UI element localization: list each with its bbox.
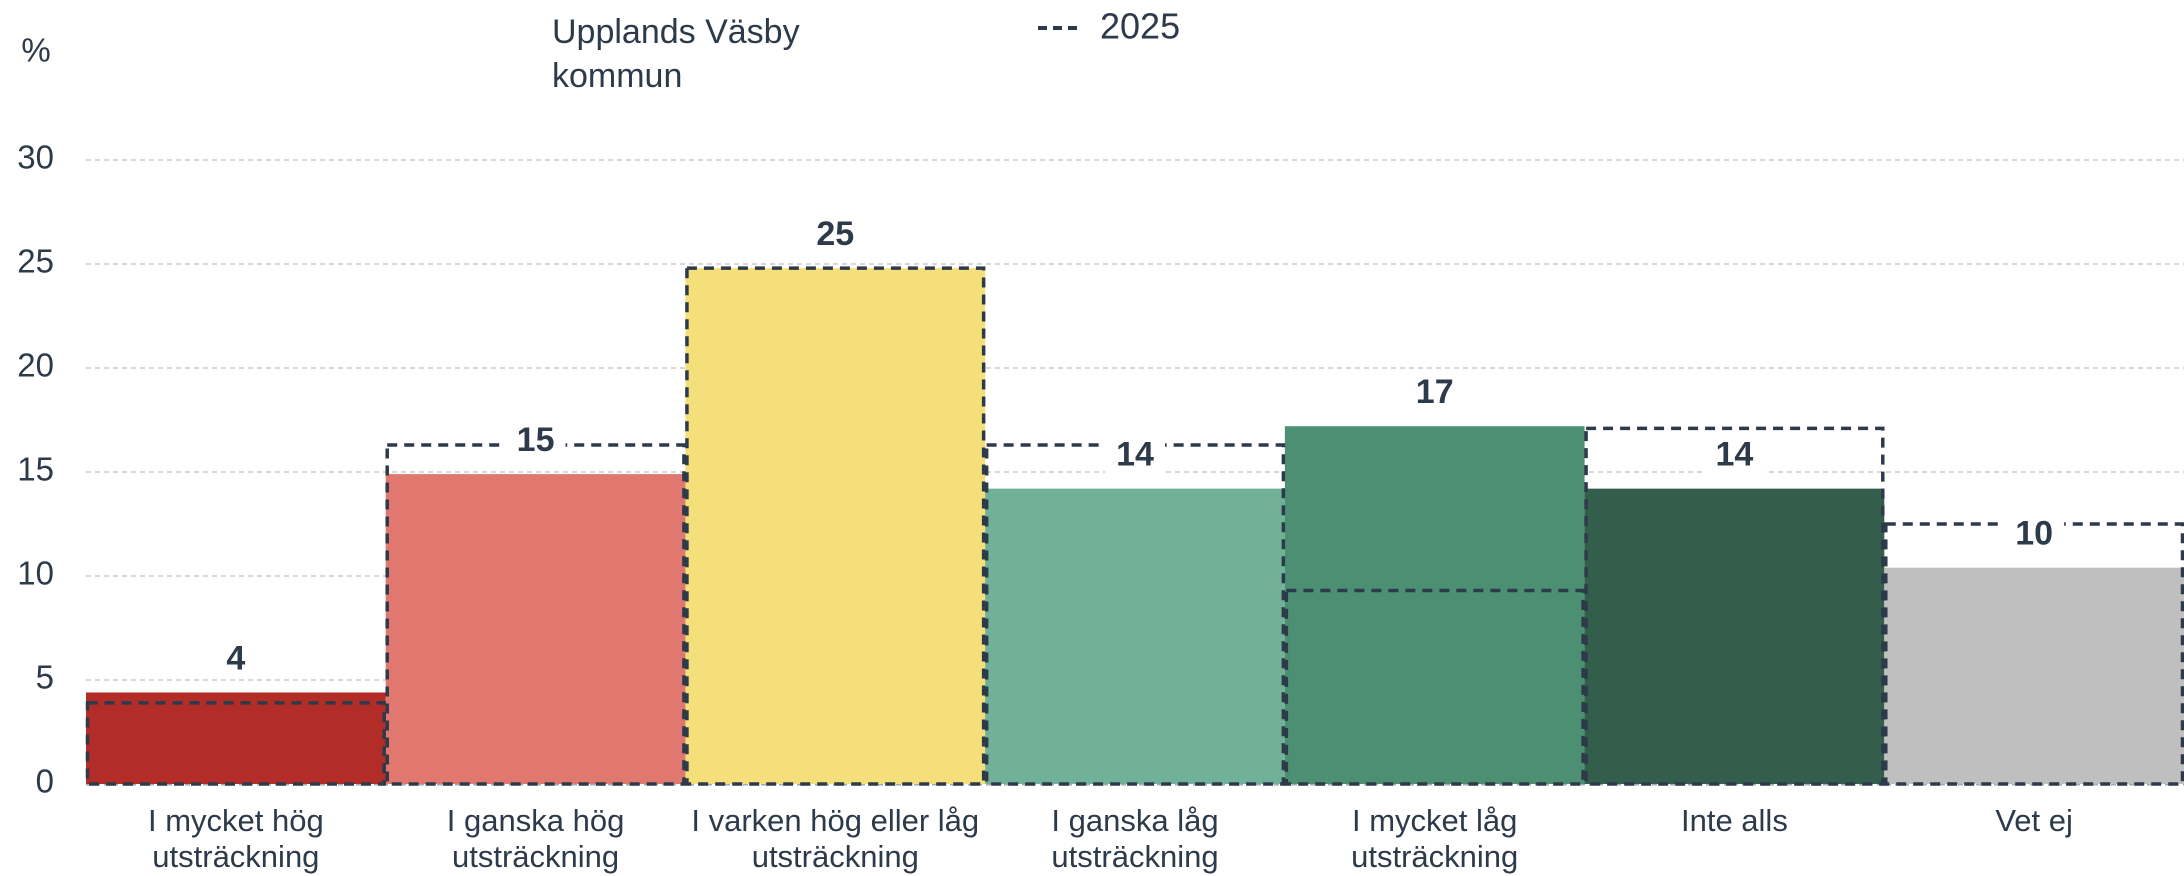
x-tick-label: Vet ej bbox=[1995, 803, 2073, 838]
x-tick-label: I mycket hög utsträckning bbox=[147, 803, 324, 874]
value-label-bg bbox=[805, 218, 866, 255]
y-tick-label: 0 bbox=[36, 763, 54, 800]
value-label: 14 bbox=[1116, 436, 1154, 474]
y-axis-label: % bbox=[21, 32, 50, 69]
y-tick-label: 15 bbox=[17, 451, 54, 488]
bar bbox=[1884, 567, 2184, 784]
dashed-bar bbox=[1284, 588, 1585, 786]
dashed-bar bbox=[1584, 426, 1885, 786]
x-tick-label: I ganska hög utsträckning bbox=[446, 803, 625, 874]
dashed-bar bbox=[85, 701, 386, 786]
y-tick-label: 30 bbox=[17, 139, 54, 176]
x-tick-label: I mycket låg utsträckning bbox=[1351, 803, 1519, 874]
value-label: 17 bbox=[1416, 373, 1454, 411]
bar bbox=[385, 474, 686, 784]
y-tick-label: 10 bbox=[17, 555, 54, 592]
x-tick-label: I ganska låg utsträckning bbox=[1051, 803, 1219, 874]
bar bbox=[985, 488, 1285, 784]
dashed-bar bbox=[984, 443, 1286, 786]
x-tick-label: I varken hög eller låg utsträckning bbox=[691, 803, 980, 874]
bar bbox=[1284, 426, 1585, 784]
value-label: 4 bbox=[226, 639, 245, 677]
bar bbox=[86, 692, 386, 784]
value-label-bg bbox=[205, 642, 266, 679]
value-label-bg bbox=[1404, 376, 1465, 413]
value-label: 15 bbox=[517, 421, 555, 459]
dashed-bar bbox=[385, 443, 686, 786]
y-tick-label: 20 bbox=[17, 347, 54, 384]
value-label: 10 bbox=[2015, 515, 2053, 553]
dashed-bar bbox=[685, 266, 986, 786]
y-tick-label: 5 bbox=[36, 659, 54, 696]
x-tick-label: Inte alls bbox=[1680, 803, 1788, 838]
value-label: 25 bbox=[816, 215, 854, 253]
bar bbox=[685, 268, 986, 784]
value-label-bg bbox=[505, 424, 566, 461]
value-label: 14 bbox=[1716, 436, 1754, 474]
value-label-bg bbox=[1704, 438, 1765, 475]
dashed-bar bbox=[1884, 522, 2184, 786]
legend-label: 2025 bbox=[1100, 6, 1180, 47]
legend-label: Upplands Väsby kommun bbox=[552, 13, 800, 95]
value-label-bg bbox=[2004, 517, 2065, 554]
value-label-bg bbox=[1105, 438, 1165, 475]
y-tick-label: 25 bbox=[17, 243, 54, 280]
bar bbox=[1584, 488, 1885, 784]
